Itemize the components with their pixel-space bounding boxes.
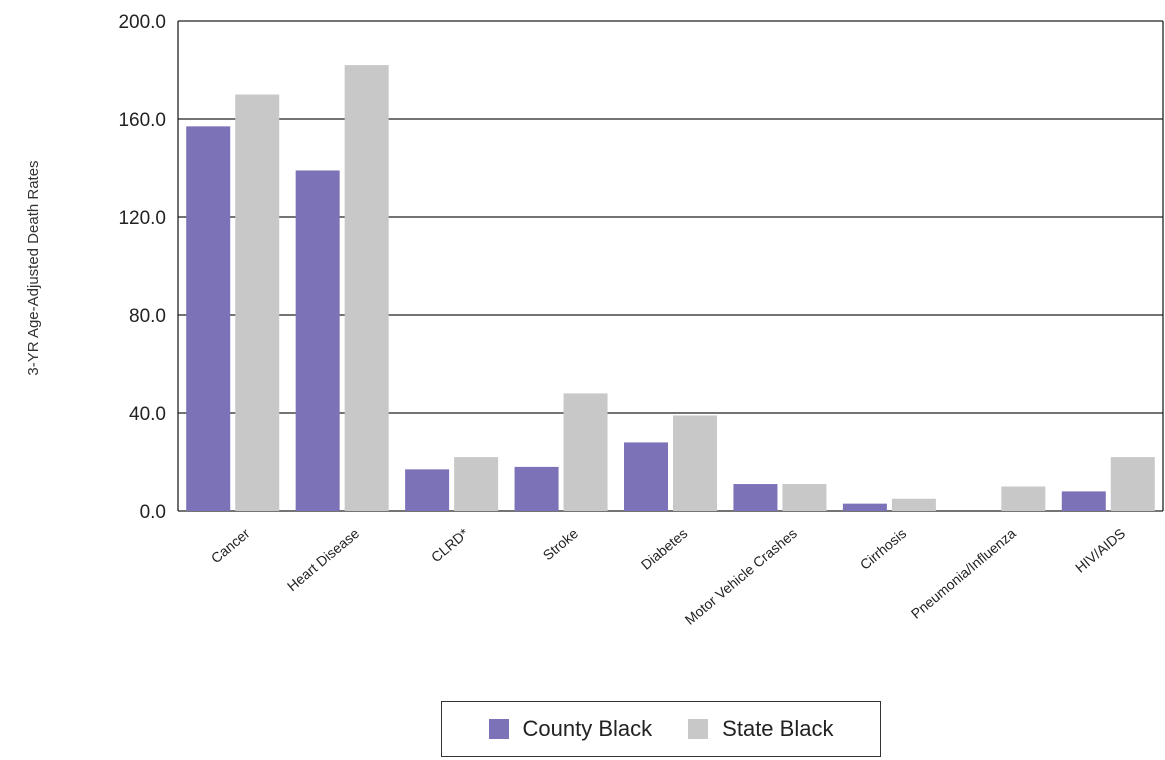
x-tick-label: Heart Disease (284, 525, 362, 594)
bar-county (514, 466, 559, 511)
legend-swatch-state (688, 719, 709, 739)
x-tick-label: HIV/AIDS (1072, 525, 1128, 576)
bar-county (733, 484, 778, 511)
bars (186, 65, 1155, 511)
bar-state (673, 415, 717, 511)
chart: 0.0 40.0 80.0 120.0 160.0 200.0 Cancer Heart D… (25, 12, 1164, 628)
legend-item-state: State Black (688, 716, 833, 742)
y-tick-label: 80.0 (129, 306, 166, 327)
bar-state (1001, 486, 1046, 511)
bar-county (842, 503, 887, 511)
bar-state (1110, 457, 1155, 511)
x-tick-labels: Cancer Heart Disease CLRD* Stroke DiabetesMo… (208, 525, 1128, 628)
x-tick-label: Diabetes (638, 525, 691, 573)
y-tick-label: 120.0 (118, 208, 166, 229)
y-tick-label: 40.0 (129, 404, 166, 425)
bar-county (1061, 491, 1106, 511)
bar-state (782, 484, 827, 511)
axes (177, 21, 1164, 511)
y-tick-labels: 0.0 40.0 80.0 120.0 160.0 200.0 (118, 12, 166, 523)
x-tick-label: CLRD* (428, 525, 472, 566)
legend-label-state: State Black (722, 716, 834, 741)
x-tick-label: Cancer (208, 525, 253, 566)
bar-state (235, 94, 280, 511)
bar-county (624, 442, 668, 511)
bar-state (563, 393, 608, 511)
x-tick-label: Stroke (540, 525, 581, 563)
bar-state (344, 65, 389, 511)
bar-state (454, 457, 499, 511)
y-tick-label: 0.0 (140, 502, 166, 523)
bar-state (891, 498, 936, 511)
x-tick-label: Pneumonia/Influenza (908, 525, 1019, 622)
y-axis-label: 3-YR Age-Adjusted Death Rates (25, 160, 42, 375)
legend-swatch-county (488, 719, 509, 739)
gridlines (178, 20, 1163, 512)
legend-item-county: County Black (488, 716, 653, 742)
bar-county (186, 126, 231, 511)
legend-label-county: County Black (522, 716, 653, 741)
x-tick-label: Cirrhosis (857, 525, 910, 573)
y-tick-label: 200.0 (118, 12, 166, 33)
y-tick-label: 160.0 (118, 110, 166, 131)
x-tick-label: Motor Vehicle Crashes (682, 525, 800, 628)
bar-county (405, 469, 450, 511)
bar-county (295, 170, 340, 511)
legend: County Black State Black (441, 701, 881, 757)
